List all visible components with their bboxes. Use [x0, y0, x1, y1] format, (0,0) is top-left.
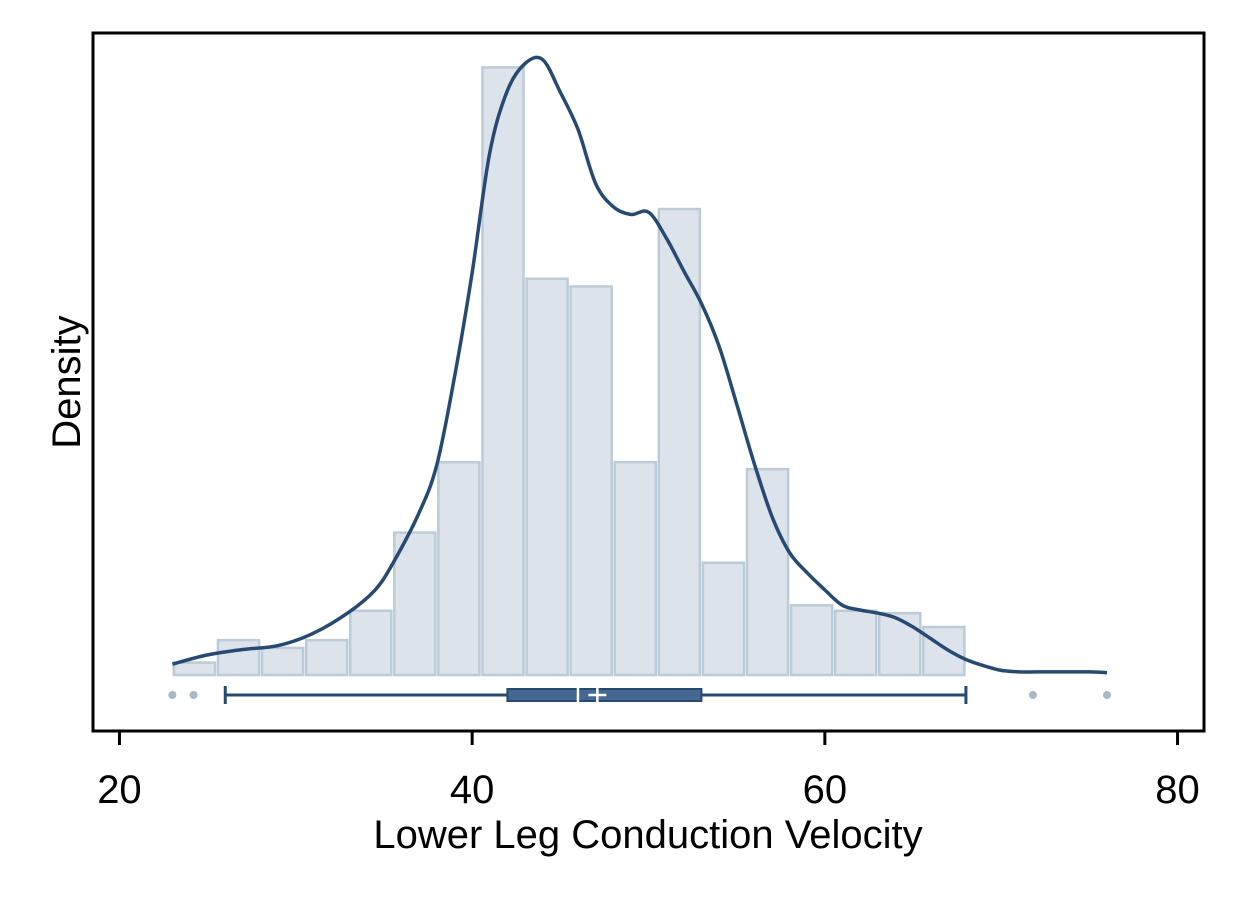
- x-tick-label: 20: [97, 768, 142, 812]
- histogram-bar: [216, 638, 261, 677]
- x-axis: 20 40 60 80: [97, 731, 1200, 812]
- boxplot: [168, 686, 1112, 704]
- histogram-bar: [701, 561, 746, 677]
- histogram-bar: [613, 460, 658, 677]
- histogram-bar: [833, 609, 878, 677]
- histogram-bar: [437, 460, 481, 677]
- x-tick-label: 80: [1155, 768, 1200, 812]
- histogram-bar: [525, 277, 569, 677]
- histogram-bar: [260, 646, 305, 677]
- x-tick-label: 60: [803, 768, 848, 812]
- plot-frame: [91, 31, 1206, 733]
- y-axis-title: Density: [45, 315, 89, 448]
- outlier-point: [168, 691, 177, 699]
- histogram-bar: [878, 611, 922, 677]
- histogram-bar: [569, 285, 613, 677]
- histogram-bar: [481, 66, 525, 677]
- histogram-bars: [172, 66, 966, 677]
- outlier-point: [189, 691, 198, 699]
- histogram-bar: [922, 625, 966, 677]
- histogram-bar: [657, 207, 702, 677]
- x-tick-label: 40: [450, 768, 495, 812]
- outlier-point: [1103, 691, 1112, 699]
- histogram-bar: [172, 661, 217, 677]
- histogram-bar: [348, 609, 393, 677]
- outlier-point: [1028, 691, 1037, 699]
- histogram-bar: [789, 604, 834, 677]
- histogram-bar: [393, 531, 437, 677]
- density-curve: [171, 55, 1108, 675]
- x-axis-title: Lower Leg Conduction Velocity: [373, 813, 922, 857]
- histogram-bar: [304, 638, 349, 677]
